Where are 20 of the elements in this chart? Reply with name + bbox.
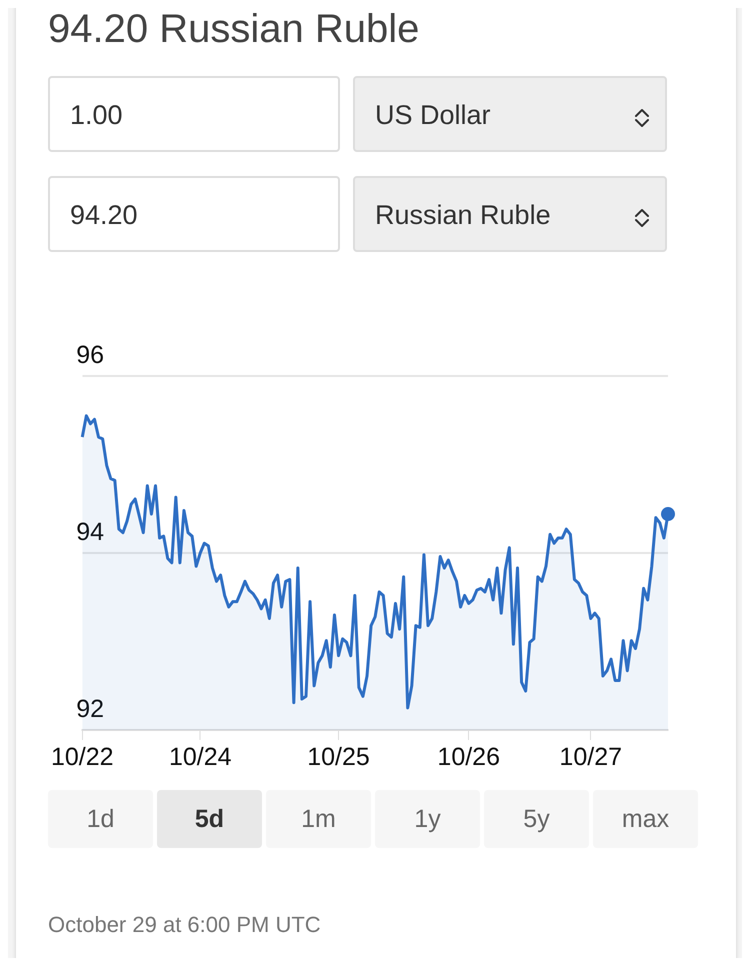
text: Russian Ruble	[353, 176, 667, 252]
text: 1m	[266, 790, 371, 848]
text: max	[593, 790, 698, 848]
y-tick-label: 94	[76, 518, 104, 546]
x-tick-label: 10/27	[559, 742, 622, 771]
text: 94.20	[48, 176, 340, 252]
x-tick-label: 10/25	[307, 742, 370, 771]
text: 1.00	[48, 76, 340, 152]
text: 1y	[375, 790, 480, 848]
chart-title: 94.20 Russian Ruble	[48, 7, 420, 52]
text: US Dollar	[353, 76, 667, 152]
x-tick-label: 10/24	[168, 742, 232, 771]
y-tick-label: 92	[76, 694, 104, 723]
text: 5d	[157, 790, 262, 848]
text: October 29 at 6:00 PM UTC	[48, 912, 321, 938]
x-tick-label: 10/22	[51, 742, 114, 771]
y-tick-label: 96	[76, 340, 104, 369]
text: 5y	[484, 790, 589, 848]
text: 1d	[48, 790, 153, 848]
x-tick-label: 10/26	[437, 742, 500, 771]
